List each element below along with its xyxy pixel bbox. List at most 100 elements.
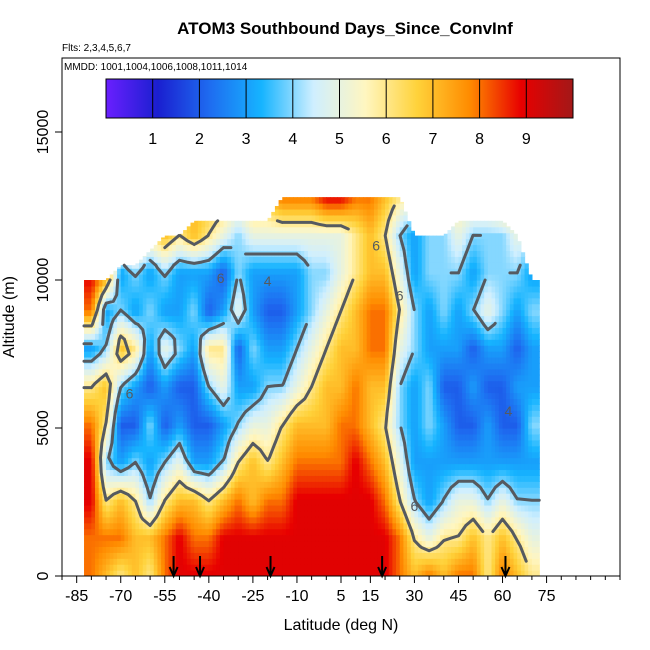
heatmap-cell [150, 327, 155, 334]
heatmap-cell [208, 451, 214, 459]
heatmap-cell [128, 398, 133, 405]
heatmap-cell [109, 570, 114, 576]
heatmap-cell [84, 528, 89, 536]
heatmap-cell [120, 368, 126, 376]
heatmap-cell [223, 362, 228, 370]
heatmap-cell [315, 534, 320, 542]
heatmap-cell [370, 303, 375, 311]
heatmap-cell [186, 428, 192, 435]
heatmap-cell [161, 303, 166, 311]
heatmap-cell [344, 463, 349, 471]
heatmap-cell [274, 297, 280, 305]
heatmap-cell [374, 493, 379, 500]
heatmap-cell [329, 457, 335, 465]
heatmap-cell [252, 439, 258, 447]
heatmap-cell [296, 362, 302, 370]
heatmap-cell [307, 380, 313, 388]
heatmap-cell [201, 392, 206, 399]
heatmap-cell [153, 457, 159, 465]
heatmap-cell [238, 345, 243, 352]
heatmap-cell [326, 516, 331, 524]
heatmap-cell [168, 244, 173, 251]
heatmap-cell [326, 564, 331, 571]
heatmap-cell [307, 339, 313, 346]
heatmap-cell [153, 463, 159, 471]
heatmap-cell [245, 268, 250, 275]
heatmap-cell [175, 345, 181, 352]
heatmap-cell [359, 433, 364, 441]
heatmap-cell [194, 327, 199, 334]
heatmap-cell [106, 439, 111, 447]
heatmap-cell [337, 321, 342, 328]
heatmap-cell [374, 303, 379, 311]
heatmap-cell [318, 214, 324, 222]
heatmap-cell [374, 220, 379, 228]
heatmap-cell [230, 226, 236, 234]
heatmap-cell [267, 445, 272, 453]
heatmap-cell [201, 374, 206, 382]
heatmap-cell [186, 356, 192, 364]
heatmap-cell [241, 487, 247, 494]
heatmap-cell [341, 268, 346, 275]
heatmap-cell [363, 392, 368, 399]
heatmap-cell [355, 546, 360, 553]
heatmap-cell [374, 457, 379, 465]
heatmap-cell [95, 327, 100, 334]
heatmap-cell [186, 416, 192, 423]
heatmap-cell [366, 297, 371, 305]
heatmap-cell [366, 469, 371, 476]
heatmap-cell [326, 268, 331, 275]
heatmap-cell [296, 345, 302, 352]
heatmap-cell [293, 469, 298, 476]
heatmap-cell [256, 528, 261, 536]
heatmap-cell [117, 504, 122, 512]
heatmap-cell [333, 410, 338, 417]
heatmap-cell [91, 540, 96, 547]
heatmap-cell [385, 321, 390, 328]
heatmap-cell [197, 232, 203, 240]
heatmap-cell [329, 256, 335, 263]
heatmap-cell [120, 362, 126, 370]
heatmap-cell [352, 297, 357, 305]
heatmap-cell [131, 522, 137, 530]
heatmap-cell [307, 262, 313, 269]
heatmap-cell [370, 321, 375, 328]
heatmap-cell [263, 339, 269, 346]
heatmap-cell [135, 499, 140, 506]
heatmap-cell [139, 487, 144, 494]
heatmap-cell [359, 398, 364, 405]
heatmap-cell [234, 256, 239, 263]
heatmap-cell [388, 558, 393, 565]
heatmap-cell [374, 345, 379, 352]
heatmap-cell [84, 487, 89, 494]
heatmap-cell [95, 564, 100, 571]
heatmap-cell [157, 398, 162, 405]
heatmap-cell [304, 487, 309, 494]
heatmap-cell [120, 558, 126, 565]
heatmap-cell [230, 564, 236, 571]
heatmap-cell [260, 469, 265, 476]
heatmap-cell [307, 333, 313, 340]
heatmap-cell [370, 232, 375, 240]
heatmap-cell [385, 457, 390, 465]
heatmap-cell [363, 238, 368, 246]
heatmap-cell [341, 214, 346, 222]
heatmap-cell [172, 528, 177, 536]
heatmap-cell [267, 510, 272, 518]
heatmap-cell [374, 439, 379, 447]
heatmap-cell [172, 410, 177, 417]
heatmap-cell [87, 303, 92, 311]
heatmap-cell [102, 380, 107, 388]
heatmap-cell [296, 244, 302, 251]
heatmap-cell [139, 558, 144, 565]
heatmap-cell [296, 386, 302, 394]
heatmap-cell [98, 285, 103, 293]
heatmap-cell [274, 327, 280, 334]
heatmap-cell [271, 522, 276, 530]
heatmap-cell [205, 410, 210, 417]
heatmap-cell [106, 297, 111, 305]
heatmap-cell [256, 534, 261, 542]
heatmap-cell [307, 315, 313, 323]
heatmap-cell [326, 475, 331, 482]
heatmap-cell [381, 274, 386, 281]
